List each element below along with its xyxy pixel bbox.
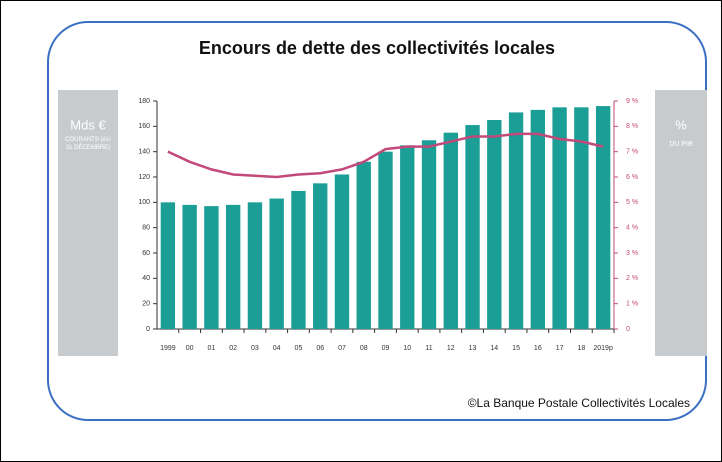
bar <box>421 140 437 329</box>
y2-tick-label: 8 % <box>626 123 638 130</box>
x-tick-label: 08 <box>360 345 368 352</box>
y-tick-label: 20 <box>142 301 150 308</box>
x-tick-label: 15 <box>512 345 520 352</box>
bar <box>182 204 197 329</box>
bar <box>247 202 263 329</box>
x-tick-label: 03 <box>251 345 259 352</box>
y-tick-label: 60 <box>142 250 150 257</box>
y2-tick-label: 6 % <box>626 174 638 181</box>
x-tick-label: 16 <box>534 345 542 352</box>
bar <box>552 107 567 329</box>
y-axis-label: Mds € <box>70 117 106 132</box>
x-tick-label: 2019p <box>593 345 613 352</box>
y2-axis-label: % <box>675 117 687 132</box>
bar <box>465 125 480 329</box>
x-tick-label: 04 <box>273 345 281 352</box>
x-tick-label: 10 <box>403 345 411 352</box>
y-tick-label: 180 <box>138 98 150 105</box>
y2-tick-label: 5 % <box>626 199 638 206</box>
bar <box>574 107 589 329</box>
x-tick-label: 18 <box>577 345 585 352</box>
bar <box>595 106 611 329</box>
y2-tick-label: 2 % <box>626 275 638 282</box>
x-tick-label: 02 <box>229 345 237 352</box>
x-tick-label: 11 <box>425 345 432 352</box>
y-tick-label: 120 <box>138 174 150 181</box>
x-tick-label: 00 <box>186 345 194 352</box>
bar <box>225 204 241 329</box>
bar <box>160 202 176 329</box>
x-tick-label: 07 <box>338 345 346 352</box>
y-axis-sublabel-box: COURANTS (AU 31 DÉCEMBRE) <box>65 137 111 151</box>
bar <box>291 190 306 329</box>
y-tick-label: 80 <box>142 225 150 232</box>
bar <box>269 198 284 329</box>
bar <box>443 132 458 329</box>
y2-tick-label: 1 % <box>626 301 638 308</box>
y2-tick-label: 0 <box>626 326 630 333</box>
y-tick-label: 160 <box>138 123 150 130</box>
y2-tick-label: 9 % <box>626 98 638 105</box>
y-tick-label: 100 <box>138 199 150 206</box>
bar <box>530 109 546 329</box>
chart-title: Encours de dette des collectivités local… <box>199 38 555 58</box>
x-tick-label: 1999 <box>160 345 176 352</box>
bar <box>487 120 502 329</box>
y2-tick-label: 7 % <box>626 149 638 156</box>
line <box>167 132 604 179</box>
bar <box>313 183 328 329</box>
bar <box>356 161 371 329</box>
bar <box>204 206 219 329</box>
x-tick-label: 12 <box>447 345 455 352</box>
x-tick-label: 06 <box>316 345 324 352</box>
y-tick-label: 0 <box>146 326 150 333</box>
left-panel <box>58 90 118 356</box>
y-tick-label: 140 <box>138 149 150 156</box>
x-tick-label: 05 <box>295 345 303 352</box>
y2-tick-label: 4 % <box>626 225 638 232</box>
bar <box>334 174 350 329</box>
y2-axis-sublabel: DU PIB <box>669 141 693 148</box>
x-tick-label: 13 <box>469 345 477 352</box>
bar <box>400 145 415 329</box>
x-tick-label: 14 <box>490 345 498 352</box>
x-tick-label: 17 <box>556 345 564 352</box>
y-tick-label: 40 <box>142 275 150 282</box>
bar <box>508 112 524 330</box>
y-axis-sublabel: COURANTS (AU 31 DÉCEMBRE) <box>65 137 111 151</box>
right-panel <box>655 90 707 356</box>
bar <box>378 151 393 329</box>
source: ©La Banque Postale Collectivités Locales <box>468 396 690 410</box>
x-tick-label: 09 <box>382 345 390 352</box>
x-tick-label: 01 <box>208 345 216 352</box>
y2-tick-label: 3 % <box>626 250 638 257</box>
